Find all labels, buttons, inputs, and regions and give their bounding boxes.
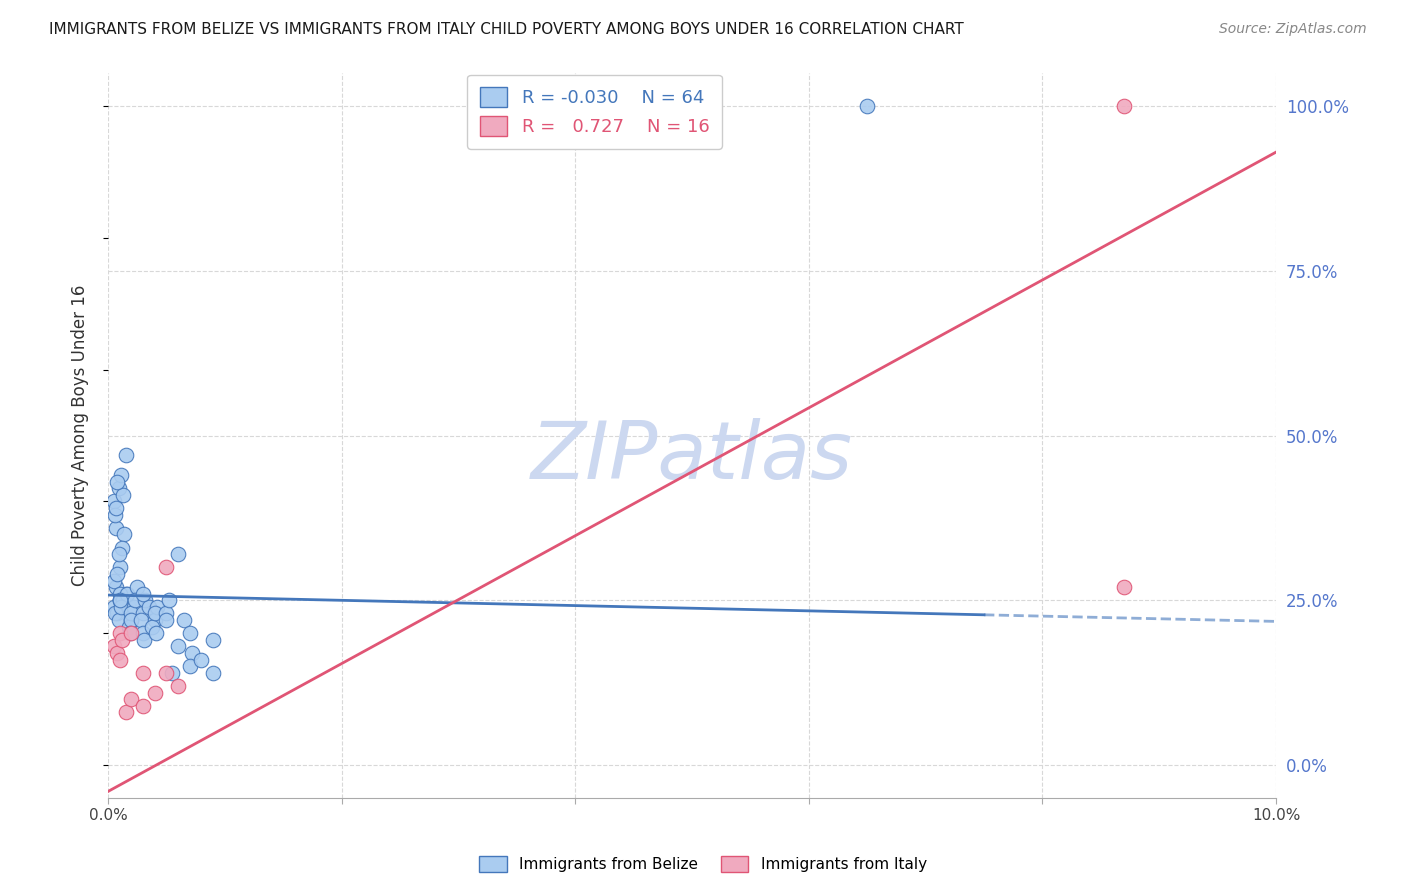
Point bbox=[110, 599, 132, 614]
Point bbox=[105, 475, 128, 489]
Point bbox=[167, 640, 190, 654]
Point bbox=[190, 653, 212, 667]
Point bbox=[134, 593, 156, 607]
Point bbox=[138, 599, 160, 614]
Point bbox=[181, 646, 204, 660]
Point bbox=[120, 692, 142, 706]
Point bbox=[114, 448, 136, 462]
Point bbox=[155, 607, 177, 621]
Point bbox=[120, 613, 142, 627]
Point bbox=[141, 620, 163, 634]
Point bbox=[105, 566, 128, 581]
Point bbox=[114, 587, 136, 601]
Y-axis label: Child Poverty Among Boys Under 16: Child Poverty Among Boys Under 16 bbox=[72, 285, 89, 586]
Point bbox=[157, 593, 180, 607]
Point bbox=[132, 665, 155, 680]
Point bbox=[179, 659, 201, 673]
Point bbox=[110, 468, 132, 483]
Point bbox=[155, 560, 177, 574]
Point bbox=[145, 626, 167, 640]
Point bbox=[132, 626, 155, 640]
Point bbox=[105, 607, 128, 621]
Point bbox=[202, 665, 225, 680]
Point bbox=[1114, 580, 1136, 594]
Point bbox=[105, 646, 128, 660]
Point bbox=[134, 632, 156, 647]
Point bbox=[202, 632, 225, 647]
Point bbox=[132, 587, 155, 601]
Point bbox=[104, 607, 127, 621]
Point bbox=[103, 599, 125, 614]
Point bbox=[143, 613, 166, 627]
Point bbox=[111, 632, 134, 647]
Point bbox=[179, 626, 201, 640]
Text: Source: ZipAtlas.com: Source: ZipAtlas.com bbox=[1219, 22, 1367, 37]
Point bbox=[103, 640, 125, 654]
Point bbox=[127, 580, 149, 594]
Point bbox=[108, 593, 131, 607]
Point bbox=[129, 613, 152, 627]
Point bbox=[108, 626, 131, 640]
Point bbox=[108, 593, 131, 607]
Point bbox=[105, 521, 128, 535]
Point bbox=[111, 599, 134, 614]
Point bbox=[124, 593, 146, 607]
Point bbox=[108, 587, 131, 601]
Point bbox=[122, 599, 145, 614]
Point bbox=[120, 607, 142, 621]
Text: ZIPatlas: ZIPatlas bbox=[531, 418, 853, 496]
Point bbox=[111, 541, 134, 555]
Point bbox=[107, 613, 129, 627]
Point bbox=[112, 527, 135, 541]
Point bbox=[120, 613, 142, 627]
Point bbox=[112, 593, 135, 607]
Point bbox=[107, 547, 129, 561]
Point bbox=[118, 620, 141, 634]
Point bbox=[143, 607, 166, 621]
Point bbox=[167, 679, 190, 693]
Point bbox=[118, 599, 141, 614]
Point bbox=[132, 698, 155, 713]
Point bbox=[115, 587, 138, 601]
Point bbox=[108, 593, 131, 607]
Point bbox=[104, 508, 127, 522]
Point bbox=[108, 653, 131, 667]
Point bbox=[103, 494, 125, 508]
Point bbox=[103, 574, 125, 588]
Point bbox=[167, 547, 190, 561]
Point bbox=[143, 685, 166, 699]
Point bbox=[856, 99, 879, 113]
Point bbox=[146, 599, 169, 614]
Point bbox=[107, 481, 129, 495]
Point bbox=[108, 560, 131, 574]
Point bbox=[112, 488, 135, 502]
Point bbox=[114, 706, 136, 720]
Point bbox=[1114, 99, 1136, 113]
Legend: R = -0.030    N = 64, R =   0.727    N = 16: R = -0.030 N = 64, R = 0.727 N = 16 bbox=[467, 75, 723, 149]
Point bbox=[155, 613, 177, 627]
Point bbox=[155, 665, 177, 680]
Text: IMMIGRANTS FROM BELIZE VS IMMIGRANTS FROM ITALY CHILD POVERTY AMONG BOYS UNDER 1: IMMIGRANTS FROM BELIZE VS IMMIGRANTS FRO… bbox=[49, 22, 965, 37]
Point bbox=[173, 613, 195, 627]
Legend: Immigrants from Belize, Immigrants from Italy: Immigrants from Belize, Immigrants from … bbox=[471, 848, 935, 880]
Point bbox=[105, 501, 128, 516]
Point bbox=[120, 626, 142, 640]
Point bbox=[120, 626, 142, 640]
Point bbox=[132, 607, 155, 621]
Point bbox=[105, 580, 128, 594]
Point bbox=[162, 665, 184, 680]
